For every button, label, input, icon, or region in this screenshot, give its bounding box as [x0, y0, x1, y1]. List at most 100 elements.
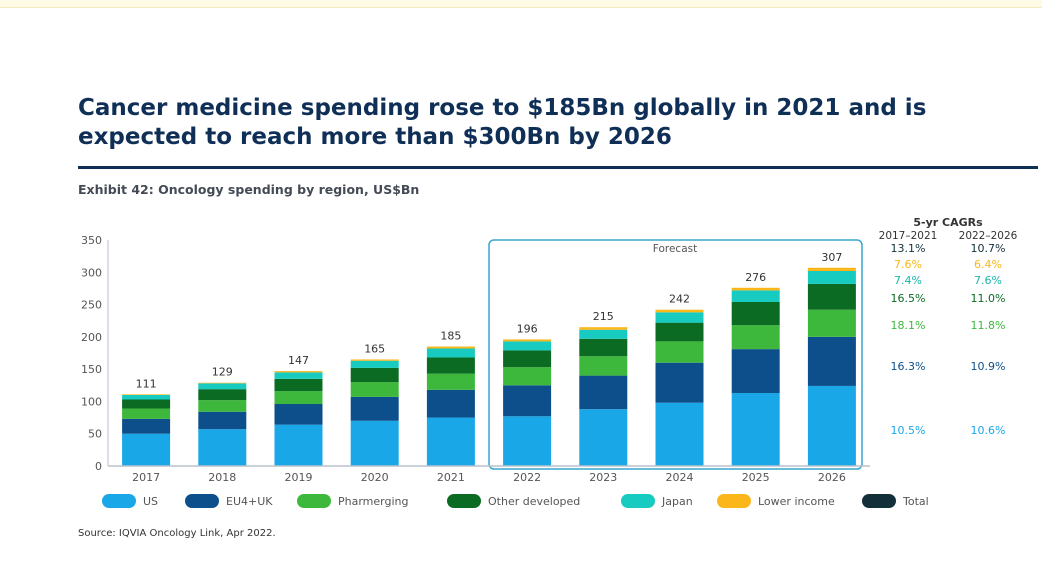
bar-segment-other-developed: [731, 301, 780, 326]
bar-segment-eu4-uk: [274, 404, 323, 425]
headline-rule: [78, 166, 1038, 169]
bar-segment-pharmerging: [655, 341, 704, 363]
bar-segment-pharmerging: [579, 356, 628, 376]
bar-segment-eu4-uk: [198, 411, 247, 430]
bar-total-label: 147: [288, 354, 309, 367]
bar-segment-other-developed: [274, 378, 323, 392]
bar-total-label: 111: [136, 377, 157, 390]
y-tick-label: 100: [81, 395, 102, 408]
x-tick-label: 2025: [742, 471, 770, 484]
oncology-spending-chart: Forecast 0 50 100 150 200 250 300 350 111 129 147…: [81, 216, 1018, 508]
legend-label: Japan: [661, 495, 693, 508]
bar-segment-lower-income: [426, 346, 475, 349]
y-tick-label: 0: [95, 460, 102, 473]
bar-segment-eu4-uk: [655, 362, 704, 403]
legend-swatch: [621, 494, 655, 508]
x-tick-label: 2021: [437, 471, 465, 484]
bar-segment-other-developed: [350, 367, 399, 383]
bar-segment-us: [731, 393, 780, 466]
exhibit-subtitle: Exhibit 42: Oncology spending by region,…: [78, 182, 420, 197]
cagr-value: 10.5%: [891, 424, 926, 437]
y-tick-label: 300: [81, 266, 102, 279]
bar-total-label: 307: [821, 251, 842, 264]
bar-total-label: 196: [517, 322, 538, 335]
forecast-box: [488, 239, 863, 470]
y-axis: 0 50 100 150 200 250 300 350: [81, 234, 109, 473]
cagr-value: 10.9%: [971, 360, 1006, 373]
y-tick-label: 50: [88, 428, 102, 441]
bar-segment-other-developed: [579, 338, 628, 357]
source-note: Source: IQVIA Oncology Link, Apr 2022.: [78, 528, 276, 539]
bar-segment-other-developed: [503, 350, 552, 368]
legend-label: Total: [902, 495, 929, 508]
bar-segment-japan: [579, 329, 628, 339]
x-tick-label: 2018: [208, 471, 236, 484]
cagr-value: 16.5%: [891, 292, 926, 305]
bar-segment-lower-income: [503, 339, 552, 342]
legend-swatch: [102, 494, 136, 508]
bar-segment-us: [655, 402, 704, 466]
bar-segment-japan: [655, 312, 704, 323]
x-tick-label: 2024: [666, 471, 694, 484]
bar-total-label: 185: [440, 330, 461, 343]
bar-segment-japan: [350, 360, 399, 368]
bar-segment-us: [274, 424, 323, 466]
bar-segment-us: [350, 420, 399, 466]
bar-segment-other-developed: [807, 283, 856, 310]
bar-segment-eu4-uk: [579, 375, 628, 410]
bar-segment-eu4-uk: [503, 385, 552, 417]
bar-segment-us: [122, 433, 171, 466]
cagr-value: 6.4%: [974, 258, 1002, 271]
top-strip: [0, 0, 1042, 8]
cagr-column-header: 2022–2026: [959, 230, 1018, 242]
cagr-value: 16.3%: [891, 360, 926, 373]
y-tick-label: 150: [81, 363, 102, 376]
legend-label: US: [143, 495, 158, 508]
cagr-column-header: 2017–2021: [879, 230, 938, 242]
x-tick-label: 2023: [589, 471, 617, 484]
legend-label: Pharmerging: [338, 495, 408, 508]
bar-segment-lower-income: [655, 309, 704, 313]
bar-total-label: 165: [364, 342, 385, 355]
bar-segment-eu4-uk: [426, 389, 475, 418]
bar-segment-pharmerging: [503, 367, 552, 386]
legend-swatch: [447, 494, 481, 508]
bar-segment-lower-income: [122, 394, 171, 395]
x-tick-label: 2020: [361, 471, 389, 484]
bar-total-label: 276: [745, 271, 766, 284]
bar-segment-japan: [198, 383, 247, 390]
bar-segment-japan: [731, 290, 780, 302]
bar-segment-eu4-uk: [122, 418, 171, 434]
cagr-value: 7.4%: [894, 274, 922, 287]
bar-segment-pharmerging: [426, 373, 475, 390]
bar-segment-eu4-uk: [350, 396, 399, 421]
bar-segment-other-developed: [122, 399, 171, 409]
chart-headline: Cancer medicine spending rose to $185Bn …: [78, 95, 927, 150]
cagr-value: 13.1%: [891, 242, 926, 255]
bar-segment-pharmerging: [198, 400, 247, 412]
legend-swatch: [717, 494, 751, 508]
bar-segment-other-developed: [426, 357, 475, 374]
bar-segment-lower-income: [731, 287, 780, 291]
forecast-label: Forecast: [653, 243, 697, 255]
forecast-region: Forecast: [488, 239, 863, 470]
x-tick-label: 2022: [513, 471, 541, 484]
legend: US EU4+UK Pharmerging Other developed Japan L…: [102, 494, 929, 508]
bar-total-label: 129: [212, 366, 233, 379]
bar-segment-japan: [503, 341, 552, 351]
bar-segment-us: [579, 409, 628, 466]
bar-segment-us: [807, 385, 856, 466]
bar-segment-other-developed: [655, 322, 704, 342]
cagr-value: 11.0%: [971, 292, 1006, 305]
x-tick-label: 2017: [132, 471, 160, 484]
bar-segment-other-developed: [198, 389, 247, 401]
bar-segment-pharmerging: [731, 325, 780, 350]
bar-segment-us: [426, 417, 475, 466]
bar-segment-pharmerging: [122, 408, 171, 419]
bar-segment-japan: [122, 394, 171, 400]
bar-segment-eu4-uk: [807, 336, 856, 386]
bar-total-label: 215: [593, 310, 614, 323]
cagr-value: 10.7%: [971, 242, 1006, 255]
cagr-value: 11.8%: [971, 319, 1006, 332]
